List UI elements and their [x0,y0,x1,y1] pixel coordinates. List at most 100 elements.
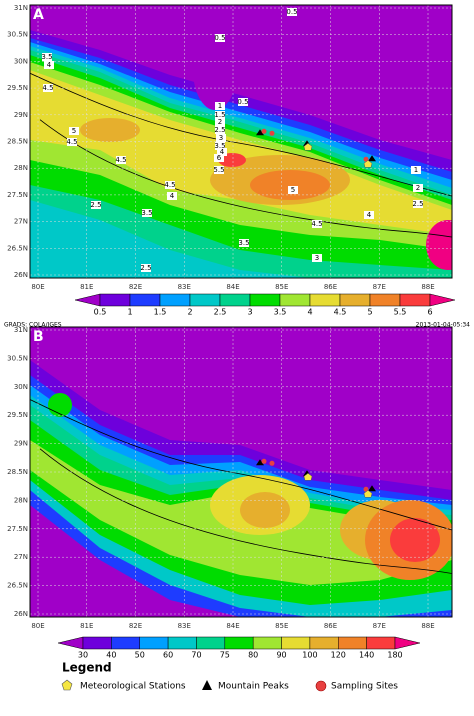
contour-label: 4.5 [164,181,175,189]
contour-label-bg [413,200,423,208]
contour-label: 2.5 [90,201,101,209]
contour-label-bg [44,61,54,69]
contour-label-bg [364,211,374,219]
map-frame [29,4,453,279]
contour-label: 2.5 [412,200,423,208]
colorbar-cell [129,293,161,307]
lat-label: 30N [14,57,28,65]
panel-label: A [33,7,44,23]
colorbar-label: 0.5 [94,308,107,317]
lon-label: 83E [178,283,191,291]
station-icon [61,679,73,691]
contour-label-bg [141,264,151,272]
colorbar-label: 2 [187,308,192,317]
contour-blob [240,492,290,528]
lat-label: 28.5N [7,468,28,476]
contour-label-bg [69,127,79,135]
contour-label-bg [288,186,298,194]
contour-label: 0.5 [286,8,297,16]
peak [256,459,264,466]
contour-label: 5 [291,186,295,194]
lat-label: 27.5N [7,191,28,199]
legend-item: Mountain Peaks [218,682,289,692]
colorbar-cell [338,636,367,650]
colorbar-label: 3.5 [274,308,287,317]
lat-label: 29.5N [7,84,28,92]
contour-label-bg [215,142,225,150]
lat-label: 27N [14,218,28,226]
colorbar-cell [281,636,311,650]
contour-label: 3.5 [141,209,152,217]
contour-label: 1 [218,102,222,110]
lat-label: 29.5N [7,411,28,419]
colorbar-label: 1 [127,308,132,317]
colorbar-cell [309,636,339,650]
contour-label-bg [413,184,423,192]
timestamp: 2013-01-04-05:34 [416,322,471,329]
lat-label: 28.5N [7,138,28,146]
lat-label: 30N [14,383,28,391]
colorbar-cell [369,293,401,307]
border-line [39,448,452,574]
site [261,458,267,464]
legend-item: Meteorological Stations [80,682,186,692]
contour-label: 4.5 [311,220,322,228]
contour-label-bg [312,254,322,262]
contour-label: 3 [219,134,223,142]
colorbar-label: 4 [307,308,312,317]
contour-label: 4 [170,192,175,200]
colorbar-label: 90 [276,651,286,660]
contour-label: 1 [414,166,418,174]
contour-label-bg [42,53,52,61]
contour-label-bg [167,192,177,200]
contour-blob [250,170,330,200]
station [363,489,373,498]
contour-label: 3.5 [41,53,52,61]
contour-label: 4 [220,148,225,156]
lon-label: 84E [226,622,239,630]
lon-label: 81E [80,283,93,291]
contour-label-bg [312,220,322,228]
lat-label: 27N [14,553,28,561]
lon-label: 86E [324,283,337,291]
colorbar-label: 3 [247,308,252,317]
colorbar-cell [252,636,282,650]
colorbar-label: 60 [163,651,173,660]
contour-label-bg [91,201,101,209]
colorbar-end [394,636,421,650]
colorbar-end [74,293,101,307]
contour-label: 4.5 [66,138,77,146]
contour-label-bg [43,84,53,92]
colorbar-label: 5 [367,308,372,317]
contour-label-bg [214,154,224,162]
lon-label: 82E [129,622,142,630]
colorbar-label: 1.5 [154,308,167,317]
contour-label: 2.5 [140,264,151,272]
lon-label: 87E [373,622,386,630]
colorbar-label: 180 [387,651,402,660]
site [261,128,267,134]
station [303,472,313,481]
contour-label: 2 [416,184,420,192]
lon-label: 81E [80,622,93,630]
colorbar-label: 80 [248,651,258,660]
contour-blob [218,153,246,167]
colorbar-label: 100 [302,651,317,660]
lon-label: 85E [275,283,288,291]
border-line [39,119,452,238]
lat-label: 28N [14,164,28,172]
lat-label: 28N [14,496,28,504]
lat-label: 26.5N [7,582,28,590]
colorbar-label: 30 [78,651,88,660]
colorbar-cell [111,636,140,650]
lon-label: 82E [129,283,142,291]
contour-label: 3.5 [238,239,249,247]
site-icon [315,680,327,692]
colorbar-end [57,636,84,650]
legend-title: Legend [62,661,112,675]
colorbar-cell [309,293,341,307]
lat-label: 31N [14,326,28,334]
lon-label: 88E [421,622,434,630]
map-a: 31N 30.5N 30N 29.5N 29N 28.5N 28N 27.5N 27N 26.5N… [7,4,453,291]
